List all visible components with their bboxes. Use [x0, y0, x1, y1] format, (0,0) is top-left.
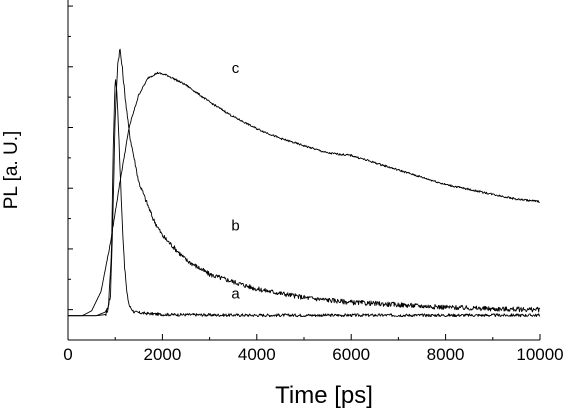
- series-a-line: [68, 79, 541, 318]
- x-axis-ticks: 0 2000 4000 6000 8000 10000: [63, 334, 564, 364]
- series-labels: a b c: [231, 60, 240, 303]
- series-a-label: a: [231, 286, 240, 303]
- series-c-label: c: [232, 60, 240, 77]
- x-tick-label: 2000: [143, 345, 181, 364]
- y-axis-title: PL [a. U.]: [1, 131, 22, 210]
- x-tick-label: 8000: [427, 345, 465, 364]
- x-tick-label: 4000: [238, 345, 276, 364]
- x-tick-label: 10000: [516, 345, 563, 364]
- axes: [67, 0, 540, 341]
- x-axis-title: Time [ps]: [275, 382, 373, 409]
- series-b-label: b: [231, 218, 239, 235]
- series-b-line: [68, 48, 541, 317]
- x-tick-label: 0: [63, 345, 72, 364]
- curves: [68, 48, 541, 318]
- series-c-line: [68, 71, 541, 317]
- x-tick-label: 6000: [332, 345, 370, 364]
